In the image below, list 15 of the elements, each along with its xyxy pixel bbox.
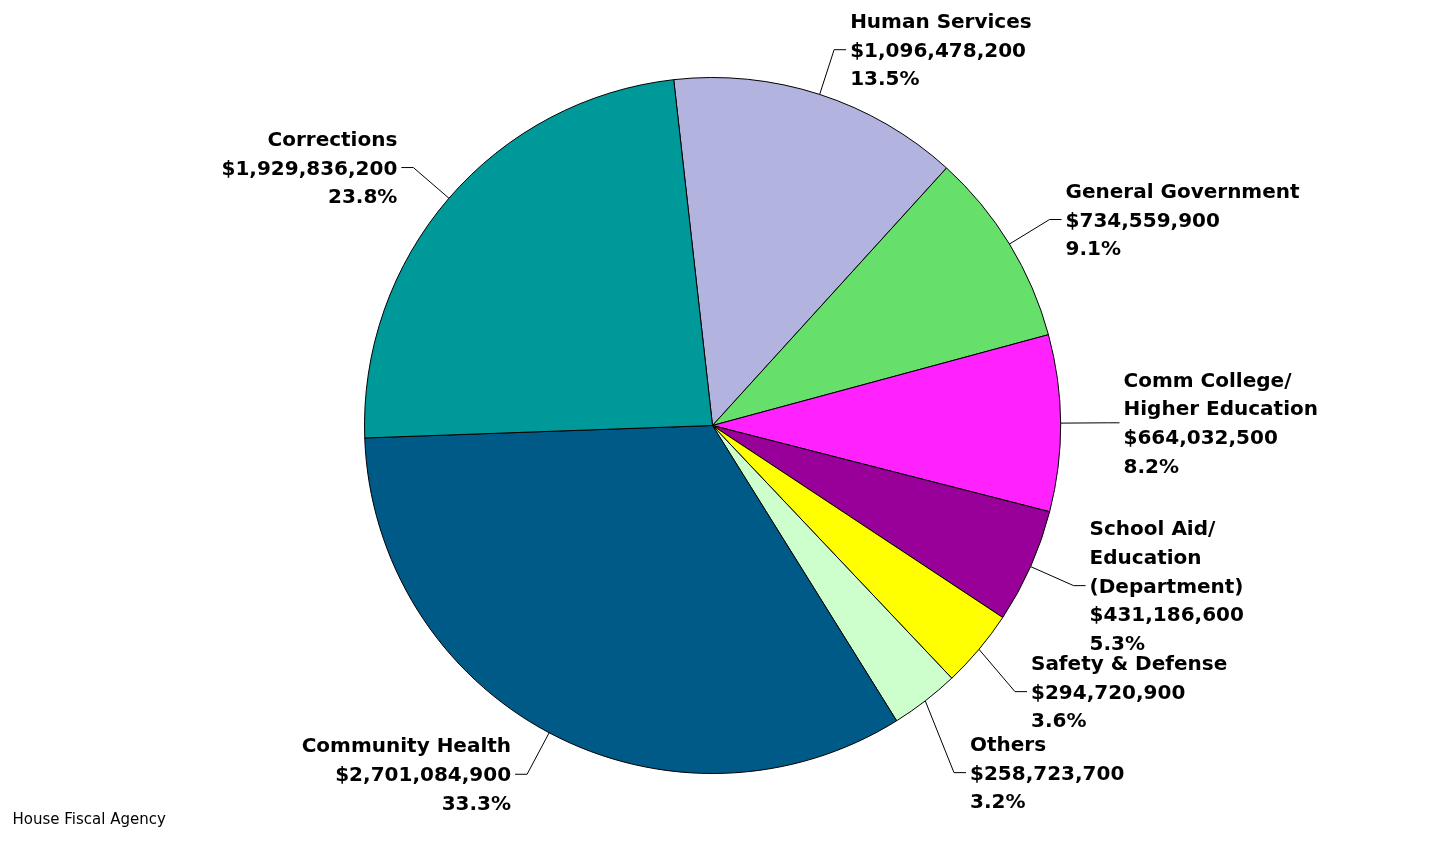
slice-label: Corrections xyxy=(267,126,398,151)
data-label: $1,929,836,200 23.8% xyxy=(221,155,398,209)
slice-label: Human Services xyxy=(850,8,1032,33)
data-label: $2,701,084,900 33.3% xyxy=(335,762,512,816)
data-label: $258,723,700 3.2% xyxy=(970,760,1125,814)
text: House Fiscal Agency xyxy=(12,809,166,828)
slice-label: General Government xyxy=(1065,178,1301,203)
data-label: $1,096,478,200 13.5% xyxy=(850,37,1027,91)
data-label: $294,720,900 3.6% xyxy=(1030,679,1186,733)
slice-label: School Aid/ Education (Department) xyxy=(1089,516,1244,598)
slice-label: Community Health xyxy=(301,733,512,758)
data-label: $734,559,900 9.1% xyxy=(1065,207,1220,261)
data-label: $664,032,500 8.2% xyxy=(1123,425,1278,479)
slice-label: Comm College/ Higher Education xyxy=(1123,367,1319,421)
slice-label: Others xyxy=(970,731,1047,756)
